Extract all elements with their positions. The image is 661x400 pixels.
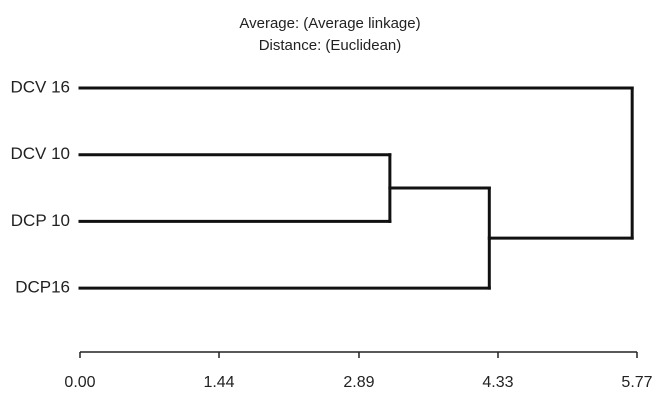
chart-title: Average: (Average linkage) — [239, 15, 420, 32]
chart-subtitle: Distance: (Euclidean) — [259, 37, 402, 54]
x-tick-label: 5.77 — [621, 374, 652, 391]
x-tick-label: 4.33 — [482, 374, 513, 391]
leaf-label: DCP 10 — [11, 211, 70, 230]
leaf-label: DCP16 — [15, 278, 70, 297]
x-tick-label: 0.00 — [64, 374, 95, 391]
leaf-label: DCV 10 — [10, 144, 70, 163]
x-tick-label: 1.44 — [203, 374, 234, 391]
x-tick-label: 2.89 — [343, 374, 374, 391]
leaf-label: DCV 16 — [10, 77, 70, 96]
